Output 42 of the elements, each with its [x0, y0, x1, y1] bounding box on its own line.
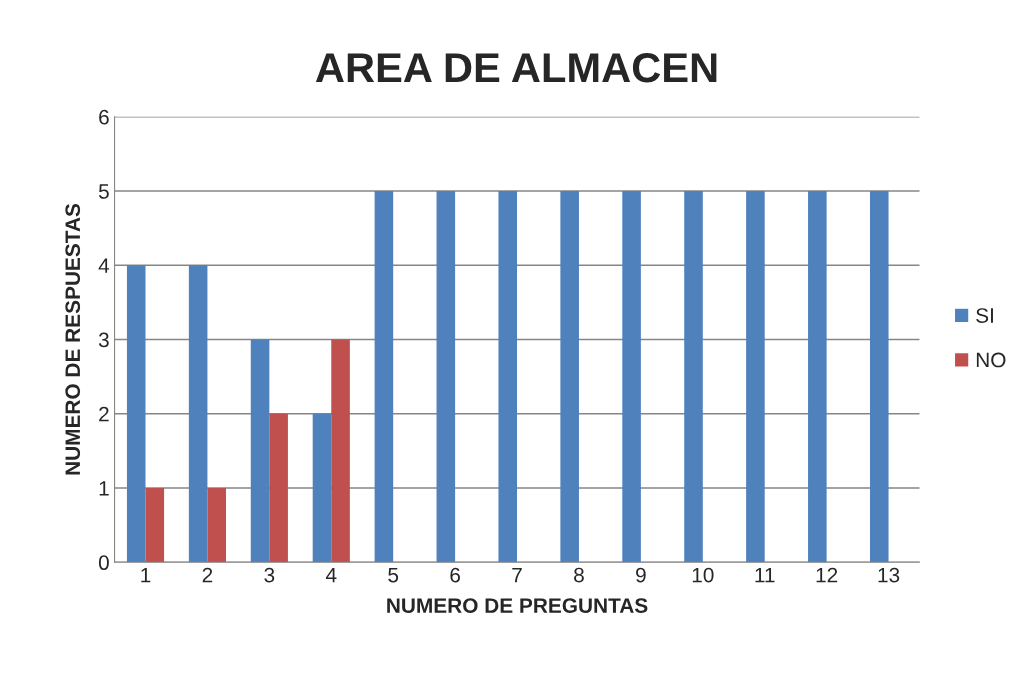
y-tick-label: 2	[99, 406, 109, 422]
x-tick-label: 4	[325, 567, 337, 583]
x-axis-title: NUMERO DE PREGUNTAS	[387, 598, 648, 613]
x-tick-label: 3	[264, 567, 275, 583]
bar	[188, 265, 208, 563]
y-tick-label: 0	[98, 555, 109, 571]
legend-label: SI	[976, 308, 993, 323]
bar	[436, 191, 456, 563]
y-tick-label: 1	[99, 481, 109, 496]
bar	[331, 339, 350, 563]
legend-label: NO	[976, 352, 1006, 368]
bar	[374, 191, 394, 563]
bar	[869, 191, 889, 563]
x-tick-label: 8	[574, 567, 584, 583]
bar	[269, 413, 288, 563]
bar	[312, 413, 332, 563]
y-tick-label: 4	[98, 258, 110, 273]
y-tick-label: 6	[99, 109, 109, 125]
x-tick-label: 6	[450, 567, 460, 583]
x-tick-label: 12	[816, 567, 838, 583]
y-tick-label: 3	[98, 332, 109, 348]
y-tick-label: 5	[98, 184, 109, 199]
x-tick-label: 1	[141, 567, 151, 583]
bar	[622, 191, 641, 563]
bar	[684, 191, 703, 563]
x-tick-label: 9	[636, 567, 646, 583]
bar	[746, 191, 765, 563]
bar	[207, 488, 227, 563]
bar	[250, 339, 270, 563]
x-tick-label: 11	[755, 567, 775, 583]
bar	[145, 488, 165, 563]
x-tick-label: 5	[388, 567, 399, 583]
bar	[126, 265, 146, 563]
y-axis-title: NUMERO DE RESPUESTAS	[65, 203, 81, 475]
x-tick-label: 2	[202, 567, 213, 583]
x-tick-label: 10	[692, 567, 714, 583]
x-tick-label: 13	[878, 567, 900, 583]
chart-title: AREA DE ALMACEN	[315, 52, 717, 83]
bar	[498, 191, 518, 563]
bar	[560, 191, 579, 563]
bar	[808, 191, 827, 563]
x-tick-label: 7	[512, 567, 522, 583]
